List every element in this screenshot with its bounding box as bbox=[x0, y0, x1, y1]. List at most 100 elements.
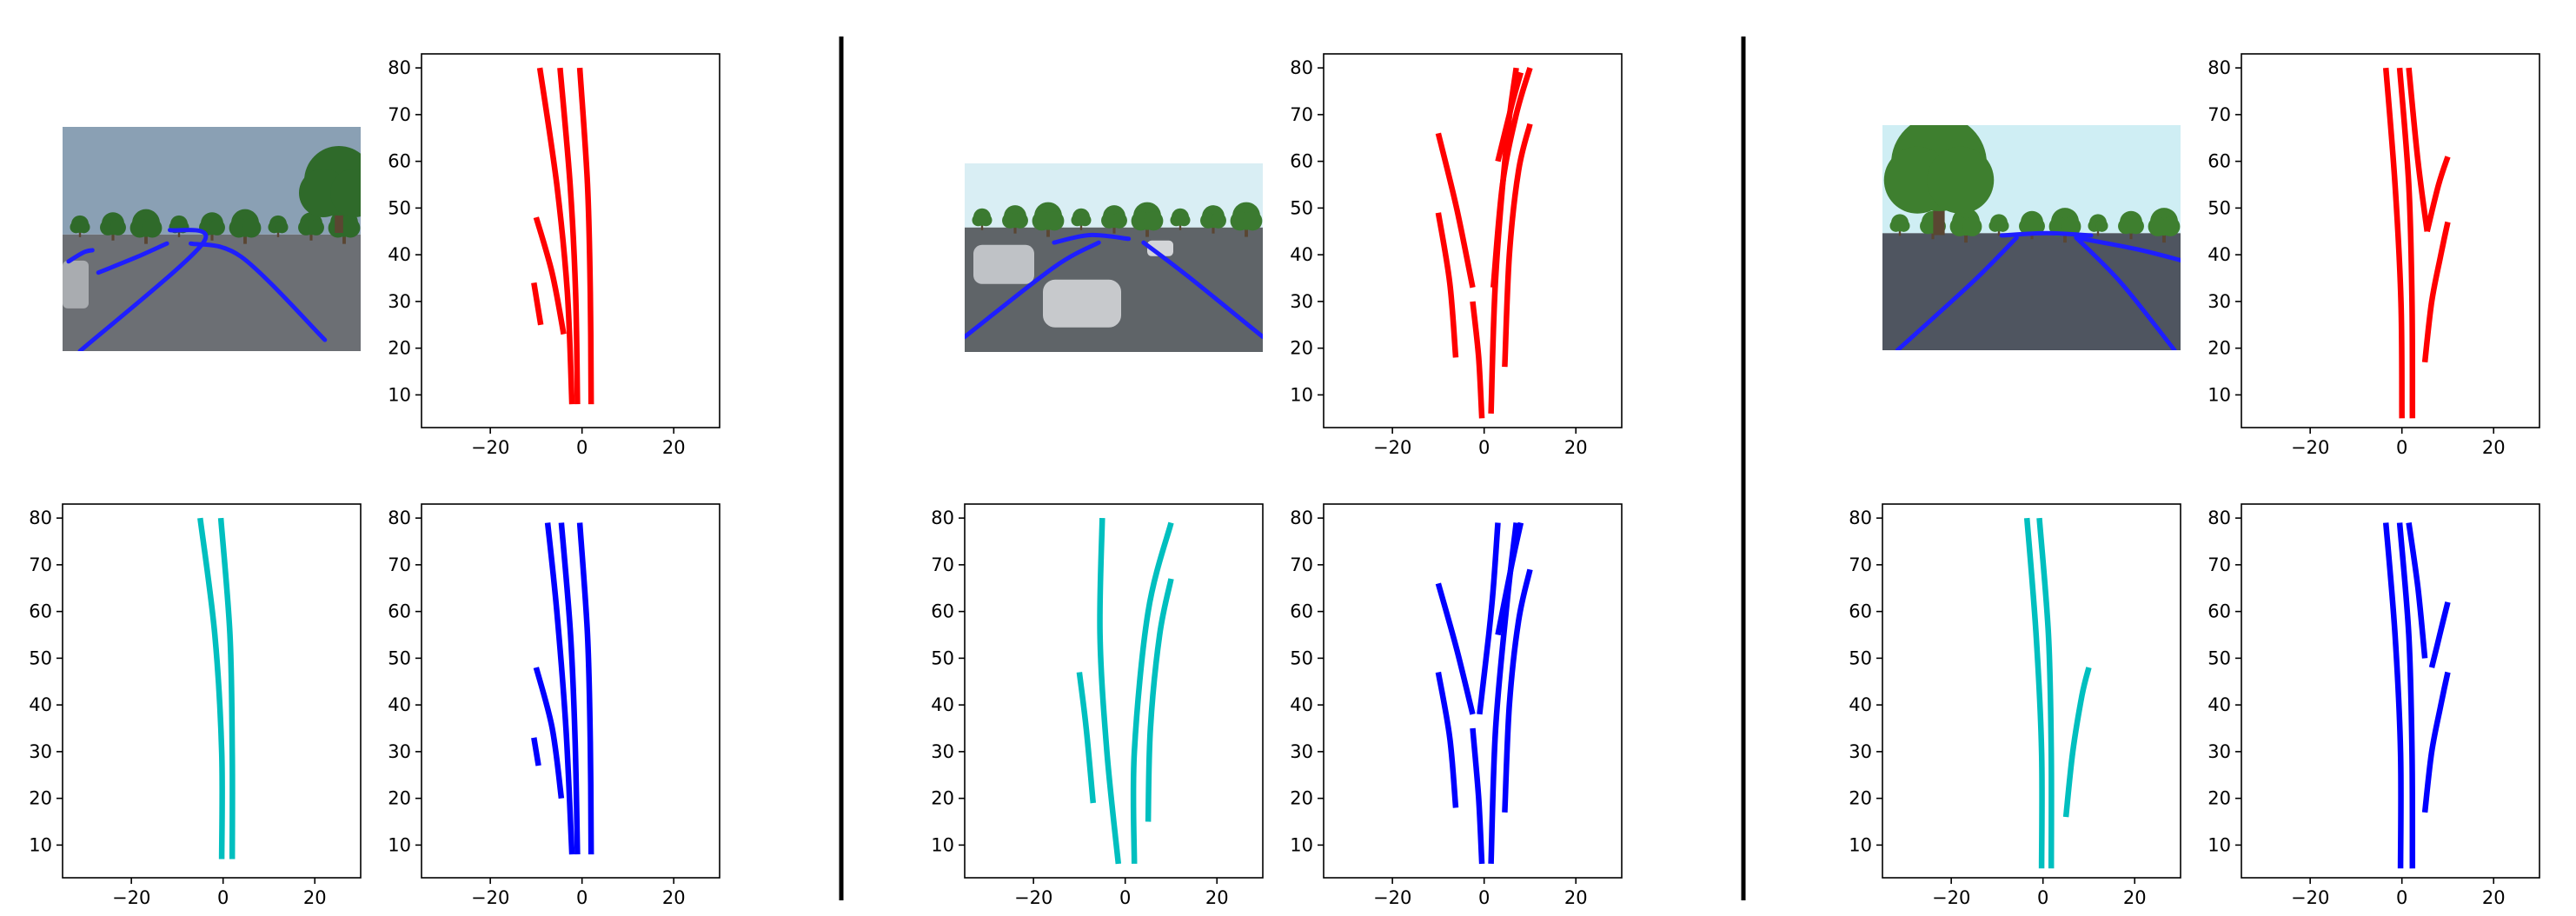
x-tick-label: −20 bbox=[2291, 437, 2329, 458]
y-tick-label: 60 bbox=[1290, 601, 1313, 622]
chart-1-bottom-left: −20 0 20 10 20 30 40 50 60 70 80 bbox=[29, 503, 362, 908]
x-tick-label: −20 bbox=[1373, 437, 1411, 458]
plot-area bbox=[1324, 504, 1622, 878]
lane-lines bbox=[2382, 67, 2451, 419]
lane-line-1 bbox=[536, 67, 575, 405]
tree-canopy bbox=[1111, 212, 1127, 229]
y-tick-label: 80 bbox=[388, 508, 411, 528]
tree-canopy bbox=[1927, 146, 1995, 214]
y-tick-label: 20 bbox=[2208, 788, 2231, 809]
y-tick-label: 30 bbox=[388, 741, 411, 762]
y-tick-label: 50 bbox=[1849, 647, 1872, 668]
plot-area bbox=[63, 504, 361, 878]
x-tick-label: 20 bbox=[1564, 437, 1588, 458]
y-tick-label: 40 bbox=[931, 694, 954, 715]
tree-canopy bbox=[143, 218, 163, 238]
chart-2-bottom-left: −20 0 20 10 20 30 40 50 60 70 80 bbox=[931, 503, 1264, 908]
x-tick-label: 0 bbox=[576, 437, 588, 458]
tree-canopy bbox=[979, 214, 993, 227]
lane-line-1 bbox=[1097, 518, 1122, 865]
y-tick-label: 70 bbox=[29, 554, 52, 575]
plot-frame bbox=[964, 503, 1264, 879]
x-tick-label: 20 bbox=[2482, 437, 2506, 458]
lane-line-1 bbox=[1435, 582, 1476, 715]
tree-canopy bbox=[1012, 212, 1028, 229]
y-tick-label: 10 bbox=[1849, 834, 1872, 855]
y-tick-label: 40 bbox=[1290, 244, 1313, 265]
y-tick-label: 30 bbox=[29, 741, 52, 762]
tree-canopy bbox=[1210, 212, 1226, 229]
y-tick-label: 10 bbox=[1290, 834, 1313, 855]
y-tick-label: 70 bbox=[2208, 104, 2231, 125]
y-tick-label: 50 bbox=[388, 647, 411, 668]
tree-canopy bbox=[2095, 219, 2108, 232]
tree-canopy bbox=[308, 219, 324, 236]
tree-canopy bbox=[2161, 216, 2181, 236]
y-tick-label: 60 bbox=[2208, 601, 2231, 622]
lane-line-5 bbox=[531, 737, 541, 767]
tree-canopy bbox=[1897, 219, 1910, 232]
lane-line-1 bbox=[544, 522, 575, 855]
lane-line-3 bbox=[2062, 667, 2092, 818]
y-tick-label: 30 bbox=[931, 741, 954, 762]
lane-lines bbox=[531, 522, 594, 855]
lane-line-5 bbox=[2421, 221, 2451, 363]
tree-canopy bbox=[1144, 210, 1164, 231]
camera-photo-icon bbox=[63, 127, 361, 351]
y-tick-label: 40 bbox=[1290, 694, 1313, 715]
y-tick-label: 40 bbox=[2208, 694, 2231, 715]
lane-lines bbox=[2023, 517, 2092, 869]
tree-canopy bbox=[330, 169, 361, 217]
lane-line-2 bbox=[558, 522, 581, 855]
plot-area bbox=[1324, 54, 1622, 428]
y-tick-label: 80 bbox=[1290, 508, 1313, 528]
lane-line-2 bbox=[1076, 672, 1097, 804]
y-tick-label: 80 bbox=[1290, 57, 1313, 78]
lane-line-1 bbox=[1435, 132, 1476, 289]
y-tick-label: 50 bbox=[2208, 647, 2231, 668]
chart-2-bottom-right: −20 0 20 10 20 30 40 50 60 70 80 bbox=[1290, 503, 1623, 908]
y-tick-label: 20 bbox=[1290, 338, 1313, 359]
photo-lane-overlay bbox=[189, 241, 328, 342]
y-tick-label: 20 bbox=[2208, 338, 2231, 359]
x-tick-label: 20 bbox=[2123, 887, 2147, 908]
y-tick-label: 80 bbox=[29, 508, 52, 528]
y-tick-label: 60 bbox=[2208, 151, 2231, 172]
x-tick-label: 0 bbox=[2396, 887, 2407, 908]
chart-1-bottom-right: −20 0 20 10 20 30 40 50 60 70 80 bbox=[388, 503, 720, 908]
y-tick-label: 40 bbox=[388, 694, 411, 715]
y-tick-label: 30 bbox=[1290, 741, 1313, 762]
chart-3-bottom-right: −20 0 20 10 20 30 40 50 60 70 80 bbox=[2208, 503, 2540, 908]
x-tick-label: 20 bbox=[1564, 887, 1588, 908]
x-tick-label: 0 bbox=[2396, 437, 2407, 458]
lane-line-2 bbox=[2396, 67, 2416, 419]
y-tick-label: 10 bbox=[388, 384, 411, 405]
photo-lane-overlay bbox=[1141, 240, 1263, 340]
plot-frame bbox=[421, 503, 720, 879]
y-tick-label: 20 bbox=[1849, 788, 1872, 809]
lane-line-5 bbox=[2421, 671, 2451, 813]
lane-lines bbox=[1435, 521, 1533, 865]
lane-line-3 bbox=[2406, 67, 2430, 232]
y-tick-label: 40 bbox=[2208, 244, 2231, 265]
y-tick-label: 60 bbox=[1849, 601, 1872, 622]
lane-line-4 bbox=[2424, 156, 2451, 233]
lane-line-4 bbox=[533, 667, 565, 800]
lane-line-4 bbox=[533, 216, 567, 335]
lane-line-1 bbox=[2382, 67, 2405, 419]
chart-3-bottom-left: −20 0 20 10 20 30 40 50 60 70 80 bbox=[1849, 503, 2181, 908]
lane-line-5 bbox=[531, 282, 544, 326]
x-tick-label: 20 bbox=[2482, 887, 2506, 908]
plot-frame bbox=[1323, 53, 1623, 428]
tree-canopy bbox=[2028, 218, 2045, 235]
tree-canopy bbox=[209, 219, 225, 236]
x-tick-label: −20 bbox=[1373, 887, 1411, 908]
lane-lines bbox=[197, 517, 236, 860]
tree-canopy bbox=[110, 219, 126, 236]
lane-line-3 bbox=[2406, 522, 2428, 659]
y-tick-label: 80 bbox=[2208, 508, 2231, 528]
plot-frame bbox=[2241, 53, 2540, 428]
lane-line-7 bbox=[1495, 521, 1524, 636]
lane-line-3 bbox=[1470, 727, 1485, 865]
